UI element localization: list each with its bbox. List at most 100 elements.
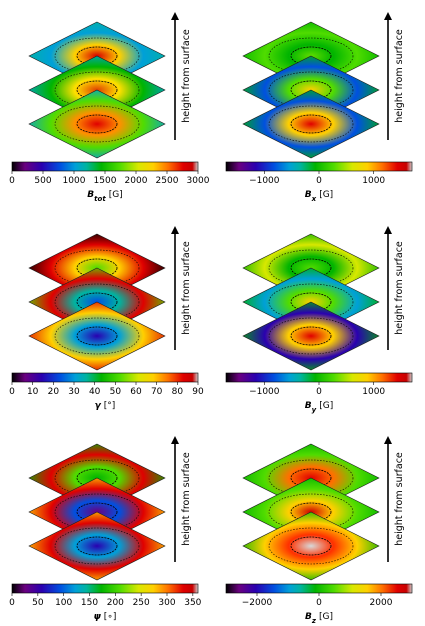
colorbar-unit: [°] [104,401,116,411]
colorbar-tick-label: 50 [110,387,122,397]
colorbar-tick-label: 2000 [125,176,148,186]
penumbra-contour [54,105,140,143]
arrow-head-icon [384,226,392,234]
psi-layer-3 [28,511,166,581]
umbra-contour [290,468,332,488]
b_z-layer-3 [242,511,380,581]
colorbar-tick-label: 60 [130,387,142,397]
colorbar-label: ψ [∘] [94,612,117,622]
colorbar-tick-label: 0 [316,176,322,186]
colorbar [11,372,199,383]
panel-b_y: height from surface −1000 0 1000 By [G] [225,226,413,414]
colorbar-tick-label: 20 [48,387,60,397]
colorbar-symbol: γ [95,401,102,411]
arrow-head-icon [171,436,179,444]
umbra-contour [290,326,332,346]
colorbar-tick-label: 1000 [362,387,385,397]
umbra-contour [76,114,118,134]
colorbar-label: Bx [G] [305,190,333,203]
panel-b_x: height from surface −1000 0 1000 Bx [G] [225,12,413,203]
colorbar-symbol: B [87,190,94,200]
colorbar [11,161,199,172]
colorbar-tick-label: 300 [158,598,175,608]
colorbar [225,161,413,172]
b_x-layer-3 [242,89,380,159]
b_y-layer-3 [242,301,380,371]
height-from-surface-label: height from surface [181,29,192,123]
penumbra-contour [54,317,140,355]
colorbar-tick-label: 250 [133,598,150,608]
colorbar-tick-label: 0 [316,598,322,608]
penumbra-contour [268,317,354,355]
colorbar [11,583,199,594]
colorbar-symbol: B [305,190,312,200]
colorbar-tick-label: 350 [184,598,201,608]
colorbar-unit: [G] [319,190,333,200]
umbra-contour [76,46,118,66]
penumbra-contour [54,527,140,565]
colorbar-subscript: x [311,195,317,203]
colorbar-tick-label: 500 [34,176,51,186]
height-from-surface-label: height from surface [394,29,405,123]
colorbar [225,372,413,383]
panel-psi: height from surface 0 50 100 150 200 250 300 350… [9,436,202,622]
colorbar-tick-label: 70 [151,387,163,397]
colorbar [225,583,413,594]
height-from-surface-label: height from surface [181,452,192,546]
colorbar-unit: [G] [109,190,123,200]
umbra-contour [290,258,332,278]
colorbar-tick-label: −1000 [249,387,280,397]
umbra-contour [76,468,118,488]
colorbar-tick-label: 50 [32,598,44,608]
colorbar-tick-label: 2000 [370,598,393,608]
colorbar-symbol: ψ [94,612,102,622]
b_tot-layer-3 [28,89,166,159]
arrow-head-icon [171,226,179,234]
colorbar-label: γ [°] [95,401,116,411]
umbra-contour [76,502,118,522]
umbra-contour [290,502,332,522]
height-from-surface-label: height from surface [181,241,192,335]
colorbar-tick-label: 80 [172,387,184,397]
colorbar-tick-label: −2000 [242,598,273,608]
umbra-contour [76,292,118,312]
umbra-contour [290,114,332,134]
colorbar-tick-label: 1000 [362,176,385,186]
colorbar-tick-label: 30 [68,387,80,397]
umbra-contour [76,536,118,556]
arrow-head-icon [384,436,392,444]
colorbar-subscript: tot [94,195,106,203]
colorbar-tick-label: 1000 [63,176,86,186]
colorbar-label: Btot [G] [87,190,122,203]
colorbar-unit: [∘] [104,612,117,622]
umbra-contour [290,292,332,312]
panel-b_z: height from surface −2000 0 2000 Bz [G] [225,436,413,625]
gamma-layer-3 [28,301,166,371]
colorbar-tick-label: 200 [107,598,124,608]
colorbar-tick-label: 0 [316,387,322,397]
colorbar-tick-label: 3000 [187,176,210,186]
colorbar-tick-label: 2500 [156,176,179,186]
arrow-head-icon [384,12,392,20]
colorbar-label: By [G] [305,401,333,414]
colorbar-tick-label: 0 [9,598,15,608]
umbra-contour [290,46,332,66]
penumbra-contour [268,527,354,565]
colorbar-label: Bz [G] [305,612,333,625]
colorbar-tick-label: 40 [89,387,101,397]
colorbar-tick-label: 0 [9,387,15,397]
colorbar-tick-label: 100 [55,598,72,608]
umbra-contour [76,326,118,346]
umbra-contour [290,80,332,100]
colorbar-unit: [G] [319,401,333,411]
umbra-contour [76,258,118,278]
panel-b_tot: height from surface 0 500 1000 1500 2000 2500 3… [9,12,210,203]
colorbar-tick-label: 10 [27,387,39,397]
colorbar-tick-label: 1500 [94,176,117,186]
colorbar-tick-label: 0 [9,176,15,186]
penumbra-contour [268,105,354,143]
colorbar-subscript: z [311,617,317,625]
umbra-contour [76,80,118,100]
height-from-surface-label: height from surface [394,452,405,546]
